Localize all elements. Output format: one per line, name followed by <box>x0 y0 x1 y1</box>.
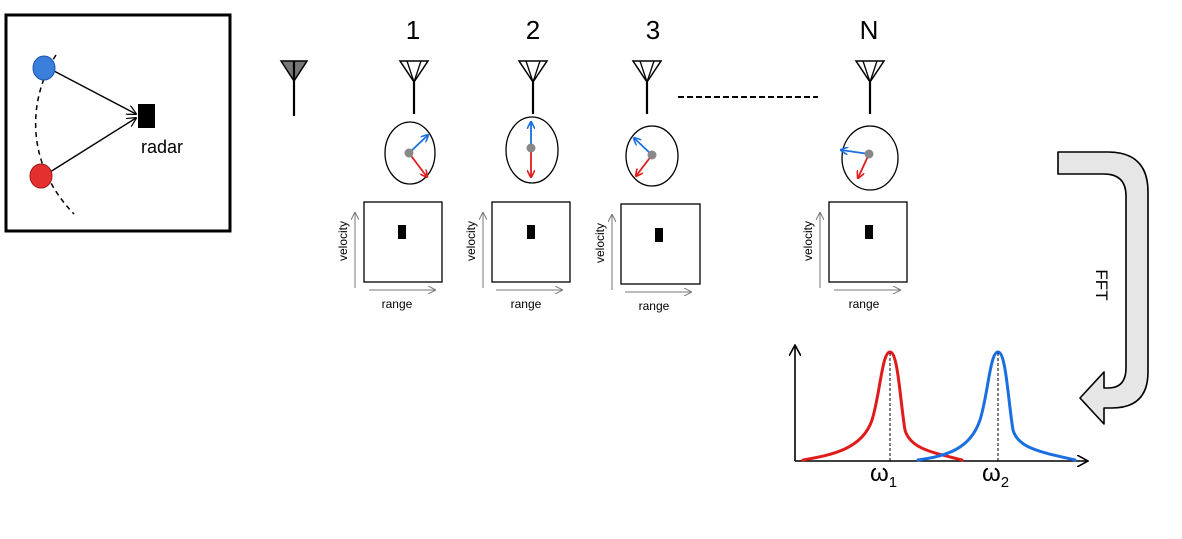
antenna-group-3: 3 velocity range <box>593 15 701 313</box>
antenna-number: 2 <box>526 15 540 45</box>
antenna-number: N <box>860 15 879 45</box>
scene-border <box>4 13 232 233</box>
phase-diagram <box>505 116 559 184</box>
phase-diagram <box>384 121 436 185</box>
phase-origin <box>647 150 657 160</box>
blue-target-ray <box>53 70 136 114</box>
velocity-label: velocity <box>336 221 350 261</box>
phase-diagram <box>625 125 679 187</box>
target-peak <box>527 225 535 239</box>
target-peak <box>865 225 873 239</box>
rx-antenna-icon <box>517 60 549 114</box>
range-label: range <box>849 297 880 311</box>
phase-diagram <box>841 125 899 191</box>
phase-origin <box>864 149 874 159</box>
tx-antenna-icon <box>279 60 309 116</box>
range-doppler-map: velocity range <box>336 201 443 311</box>
spectrum-plot: ω1 ω2 <box>795 345 1088 491</box>
scene-panel: radar <box>4 13 232 233</box>
range-label: range <box>382 297 413 311</box>
omega-1-label: ω1 <box>870 460 897 491</box>
velocity-label: velocity <box>464 221 478 261</box>
target-trajectory <box>35 54 75 215</box>
velocity-label: velocity <box>801 221 815 261</box>
rx-antenna-icon <box>398 60 430 114</box>
antenna-group-1: 1 velocity range <box>336 15 443 311</box>
blue-target <box>32 55 56 81</box>
red-peak-curve <box>801 350 964 462</box>
range-doppler-map: velocity range <box>801 201 908 311</box>
blue-phase-arrow <box>841 150 870 154</box>
phase-origin <box>526 143 536 153</box>
red-target <box>29 163 53 189</box>
fft-label: FFT <box>1092 269 1111 300</box>
antenna-number: 1 <box>406 15 420 45</box>
antenna-number: 3 <box>646 15 660 45</box>
blue-peak-curve <box>916 350 1077 462</box>
target-peak <box>655 228 663 242</box>
red-phase-arrow <box>408 152 427 177</box>
target-peak <box>398 225 406 239</box>
radar-label: radar <box>141 137 183 157</box>
range-label: range <box>511 297 542 311</box>
range-label: range <box>639 299 670 313</box>
antenna-group-n: N velocity range <box>801 15 908 311</box>
radar-icon <box>138 104 155 128</box>
phase-origin <box>404 148 414 158</box>
rx-antenna-icon <box>631 60 663 114</box>
range-doppler-map: velocity range <box>464 201 571 311</box>
omega-2-label: ω2 <box>982 460 1009 491</box>
antenna-group-2: 2 velocity range <box>464 15 571 311</box>
rx-antenna-icon <box>854 60 886 114</box>
fft-arrow: FFT <box>1057 151 1149 425</box>
range-doppler-map: velocity range <box>593 203 701 313</box>
velocity-label: velocity <box>593 223 607 263</box>
red-target-ray <box>49 118 136 173</box>
